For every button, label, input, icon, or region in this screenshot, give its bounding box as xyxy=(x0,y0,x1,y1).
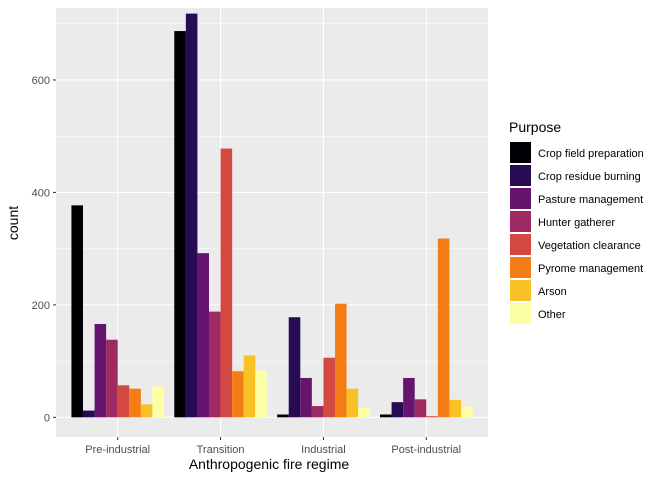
bar xyxy=(346,388,359,418)
bar xyxy=(414,399,427,418)
legend-swatch xyxy=(510,142,531,163)
bar xyxy=(209,311,221,418)
bar xyxy=(185,13,198,418)
legend-swatch xyxy=(510,188,531,209)
bar xyxy=(437,238,450,418)
y-tick-label: 400 xyxy=(32,187,50,199)
bars xyxy=(71,13,473,418)
bar xyxy=(94,323,107,418)
y-axis-title: count xyxy=(5,206,21,240)
x-tick-label: Industrial xyxy=(301,444,346,456)
x-tick-label: Post-industrial xyxy=(391,444,461,456)
legend-swatch xyxy=(510,303,531,324)
bar xyxy=(117,385,130,418)
x-tick-label: Pre-industrial xyxy=(85,444,150,456)
bar xyxy=(243,355,256,418)
x-axis: Pre-industrial Transition Industrial Post-i… xyxy=(85,437,461,456)
legend-item-label: Other xyxy=(538,309,566,321)
bar xyxy=(403,377,415,418)
bar xyxy=(426,416,438,418)
bar xyxy=(255,370,267,418)
panel-background xyxy=(56,8,488,437)
bar xyxy=(323,357,335,418)
y-tick-label: 600 xyxy=(32,75,50,87)
legend-swatch xyxy=(510,280,531,301)
bar xyxy=(300,377,312,418)
bar xyxy=(220,148,233,418)
legend-item-label: Hunter gatherer xyxy=(538,217,615,229)
y-tick-label: 200 xyxy=(32,300,50,312)
bar xyxy=(232,371,244,418)
bar xyxy=(277,414,289,418)
bar xyxy=(152,386,164,418)
legend-swatch xyxy=(510,211,531,232)
x-axis-title: Anthropogenic fire regime xyxy=(189,456,350,472)
bar xyxy=(335,303,347,418)
legend-item-label: Arson xyxy=(538,286,567,298)
bar xyxy=(449,399,461,418)
x-tick-label: Transition xyxy=(197,444,245,456)
legend-swatch xyxy=(510,165,531,186)
bar xyxy=(140,404,153,418)
legend-swatch xyxy=(510,234,531,255)
legend-item-label: Pasture management xyxy=(538,194,643,206)
bar xyxy=(391,402,404,418)
bar xyxy=(83,410,95,418)
y-tick-label: 0 xyxy=(44,412,50,424)
legend-item-label: Pyrome management xyxy=(538,263,643,275)
legend-item-label: Crop residue burning xyxy=(538,171,641,183)
legend-item-label: Vegetation clearance xyxy=(538,240,641,252)
bar xyxy=(380,414,392,418)
bar xyxy=(106,339,118,418)
legend: Purpose Crop field preparation Crop resid… xyxy=(509,119,644,324)
legend-title: Purpose xyxy=(509,119,561,135)
bar xyxy=(174,31,186,418)
bar xyxy=(129,388,141,418)
legend-swatch xyxy=(510,257,531,278)
bar xyxy=(197,253,209,418)
bar xyxy=(288,317,301,418)
legend-item-label: Crop field preparation xyxy=(538,148,644,160)
y-axis: 0 200 400 600 xyxy=(32,75,56,424)
bar xyxy=(71,205,83,418)
bar xyxy=(311,406,324,418)
bar xyxy=(358,407,370,418)
bar xyxy=(461,406,473,418)
